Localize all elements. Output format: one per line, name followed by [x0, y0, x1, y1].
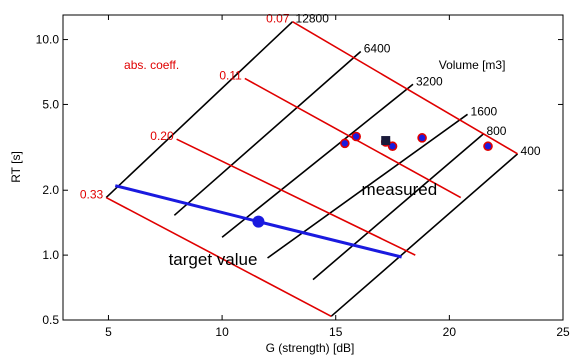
absorption-line [292, 21, 518, 155]
x-tick-label: 15 [329, 325, 343, 339]
volume-line [105, 21, 294, 199]
x-axis-label: G (strength) [dB] [266, 341, 355, 355]
x-tick-label: 20 [443, 325, 457, 339]
measured-point [351, 131, 361, 142]
annotation-label: measured [362, 180, 438, 199]
y-tick-label: 0.5 [42, 313, 59, 327]
plot-layer: 12800 6400 3200 1600 800 400 0.07 0.11 0.20 0.33 a… [80, 12, 541, 318]
absorption-line-label: 0.11 [219, 68, 242, 82]
y-tick-label: 10.0 [36, 33, 60, 47]
measured-point [483, 141, 493, 152]
x-tick-label: 25 [556, 325, 570, 339]
volume-line [221, 83, 414, 238]
measured-mean-square [381, 136, 391, 146]
absorption-line-label: 0.33 [80, 188, 104, 202]
measured-point [340, 138, 350, 149]
y-axis-label: RT [s] [9, 151, 23, 183]
absorption-line-label: 0.07 [266, 12, 290, 26]
volume-line-label: 3200 [416, 74, 443, 88]
absorption-line-label: 0.20 [150, 129, 174, 143]
volume-line-label: 1600 [471, 104, 498, 118]
x-tick-label: 5 [105, 325, 112, 339]
volume-line-label: 400 [521, 144, 541, 158]
volume-line [173, 50, 362, 216]
measured-point [387, 141, 398, 152]
volume-line-label: 12800 [296, 12, 330, 26]
volume-line-label: 6400 [364, 42, 391, 56]
volume-line [330, 153, 519, 317]
x-tick-label: 10 [215, 325, 229, 339]
y-tick-label: 1.0 [42, 248, 59, 262]
absorption-legend-title: abs. coeff. [124, 58, 179, 72]
plot-frame [62, 14, 564, 321]
absorption-line [176, 138, 416, 256]
target-value-point [252, 215, 265, 228]
annotation-label: target value [169, 250, 258, 269]
y-tick-label: 5.0 [42, 97, 59, 111]
volume-line [267, 113, 469, 259]
measured-point [417, 133, 427, 143]
absorption-line [105, 196, 332, 318]
y-tick-label: 2.0 [42, 183, 59, 197]
volume-line-label: 800 [486, 124, 506, 138]
volume-line [312, 133, 484, 281]
ticks-layer: 5 10 15 20 25 0.5 1.0 2.0 5.0 10.0 [36, 15, 570, 339]
volume-legend-title: Volume [m3] [439, 58, 506, 72]
